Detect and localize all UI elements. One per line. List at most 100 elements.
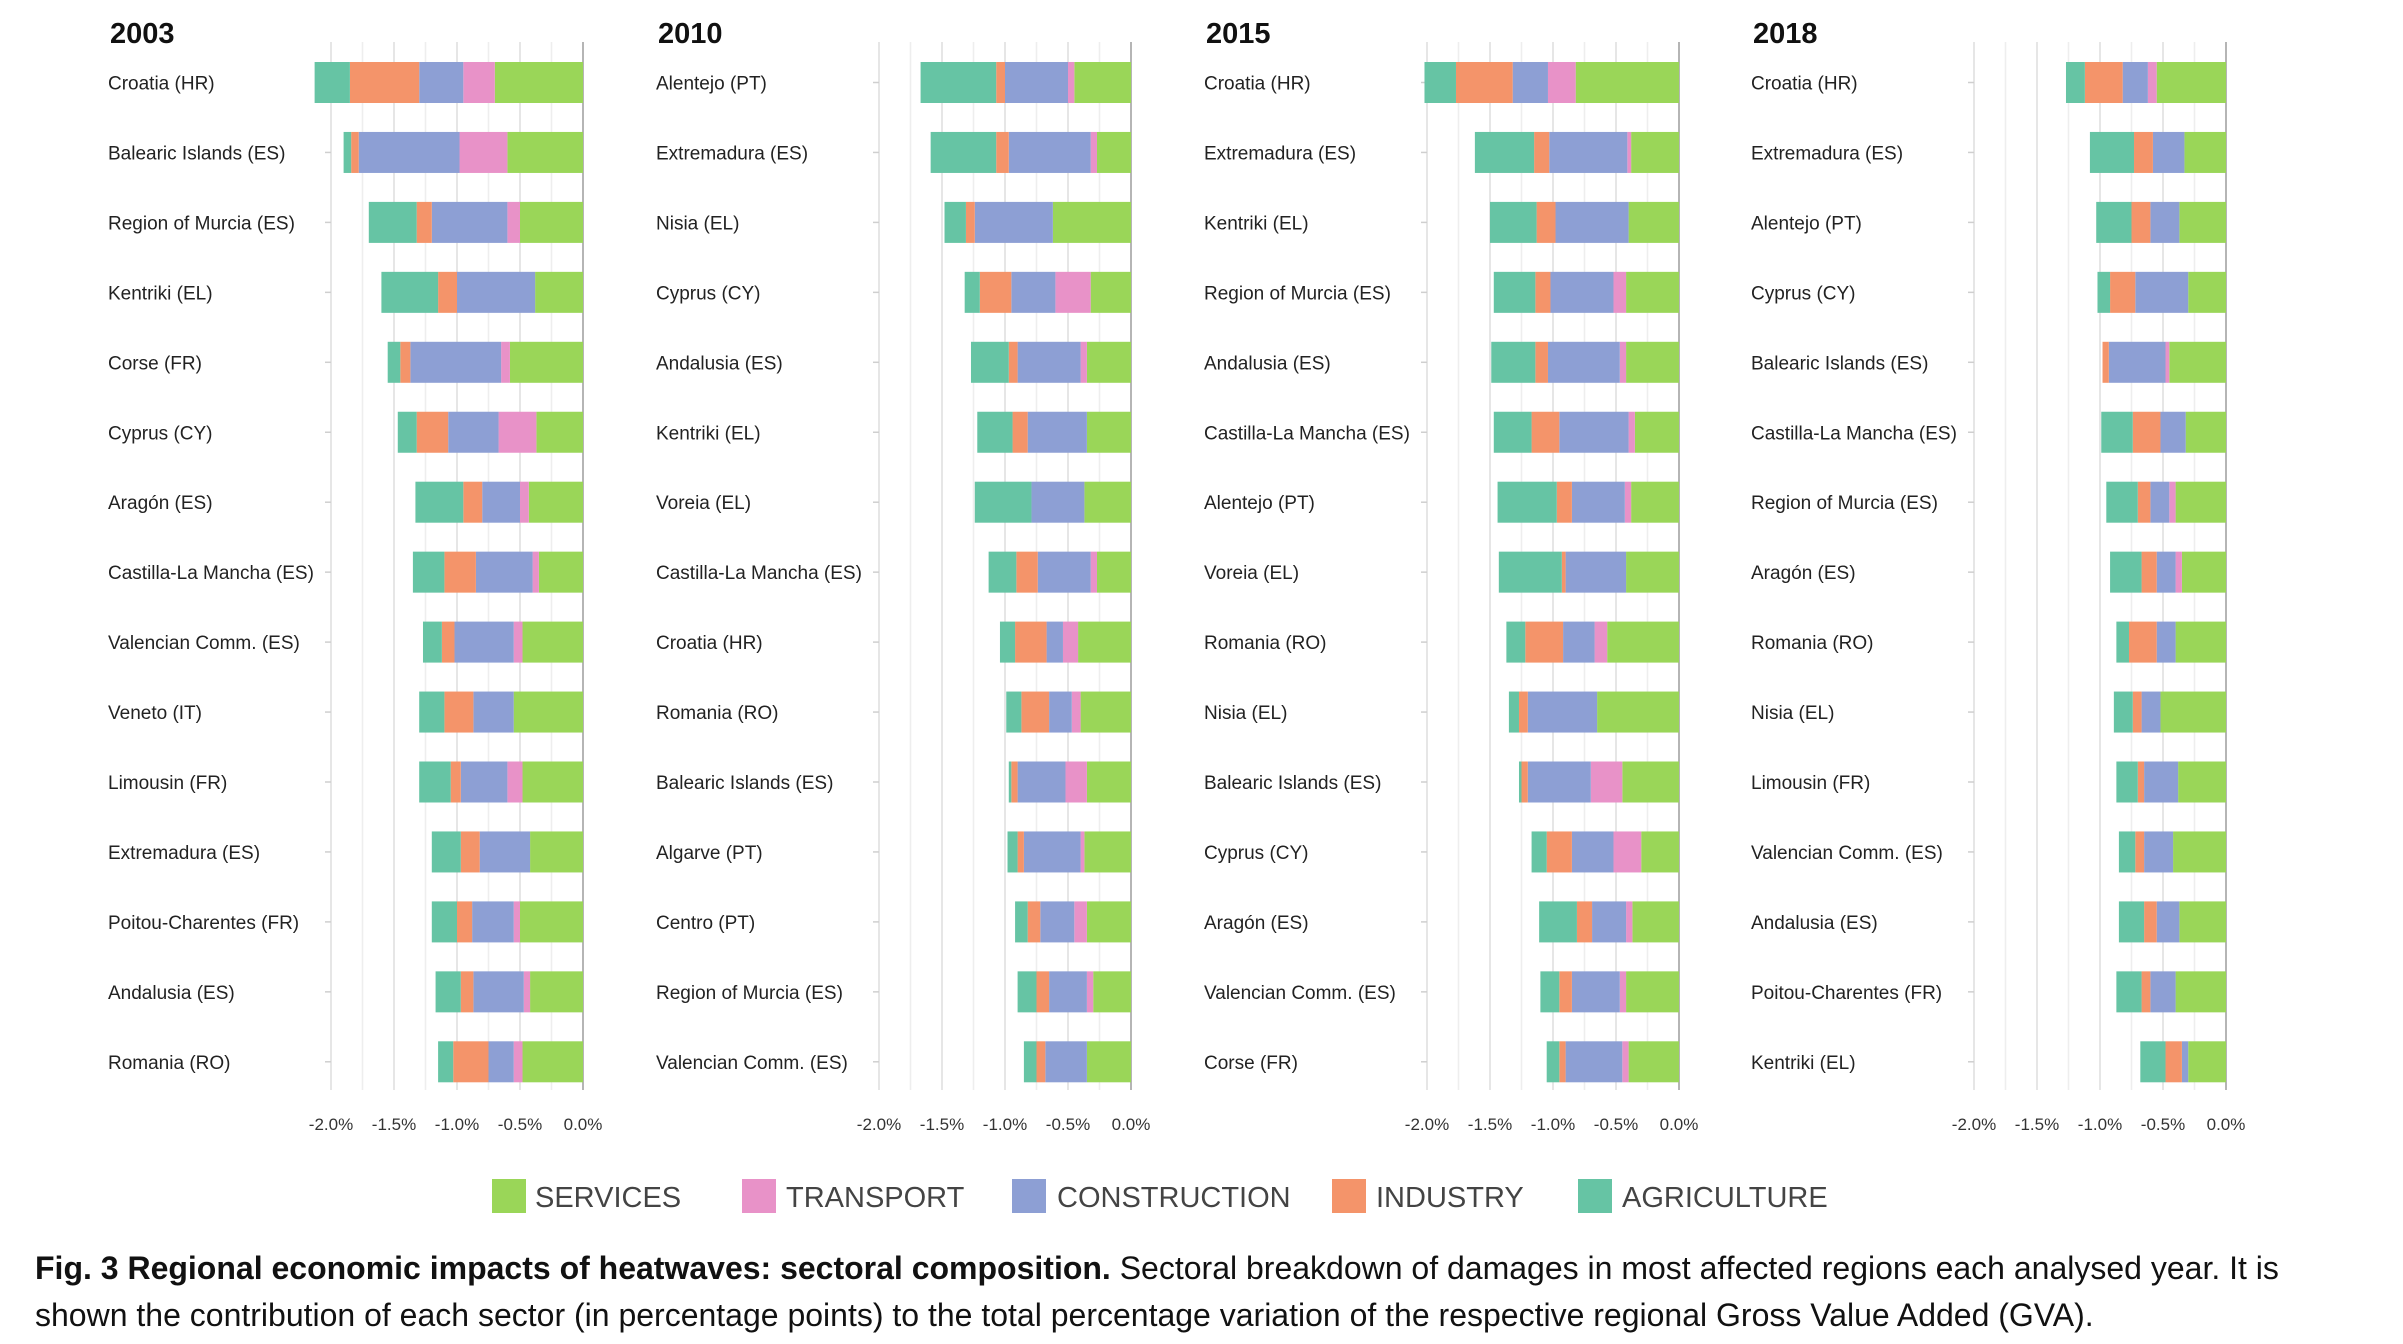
panel-2010-kentriki-el-services-segment: [1086, 411, 1131, 453]
panel-2003-croatia-hr-services-segment: [494, 62, 583, 103]
panel-2003-andalusia-es-label: Andalusia (ES): [108, 983, 235, 1004]
panel-2010-nisia-el-label: Nisia (EL): [656, 213, 739, 234]
panel-2003-extremadura-es-label: Extremadura (ES): [108, 843, 260, 864]
panel-2003-kentriki-el-label: Kentriki (EL): [108, 283, 213, 304]
panel-2003-limousin-fr-label: Limousin (FR): [108, 773, 227, 794]
panel-2010-cyprus-cy-label: Cyprus (CY): [656, 283, 761, 304]
panel-2003-andalusia-es-transport-segment: [523, 971, 531, 1013]
panel-2010-cyprus-cy-industry-segment: [979, 271, 1012, 313]
panel-2018-arag-n-es-construction-segment: [2156, 551, 2176, 593]
panel-2003-corse-fr-construction-segment: [410, 341, 502, 383]
panel-2010-nisia-el-agriculture-segment: [944, 201, 966, 243]
panel-2003-veneto-it-construction-segment: [473, 691, 514, 733]
panel-2015-balearic-islands-es-agriculture-segment: [1518, 761, 1522, 803]
panel-2015-andalusia-es-agriculture-segment: [1491, 341, 1536, 383]
panel-2018-extremadura-es-industry-segment: [2134, 131, 2153, 173]
panel-2003-corse-fr-agriculture-segment: [387, 341, 401, 383]
panel-2018-romania-ro-label: Romania (RO): [1751, 633, 1873, 654]
panel-2010-extremadura-es-transport-segment: [1090, 131, 1097, 173]
panel-2010-x-tick-label: -1.0%: [983, 1115, 1027, 1134]
panel-2010-andalusia-es-agriculture-segment: [970, 341, 1009, 383]
panel-2018-nisia-el-services-segment: [2160, 691, 2226, 733]
panel-2003-kentriki-el-services-segment: [535, 271, 583, 313]
panel-2003-castilla-la-mancha-es-industry-segment: [444, 551, 476, 593]
panel-2018-limousin-fr-construction-segment: [2144, 761, 2179, 803]
panel-2010-voreia-el-services-segment: [1084, 481, 1131, 523]
panel-2018-poitou-charentes-fr-services-segment: [2175, 971, 2226, 1013]
panel-2010-castilla-la-mancha-es-agriculture-segment: [988, 551, 1017, 593]
panel-2018-arag-n-es-label: Aragón (ES): [1751, 563, 1856, 584]
legend-swatch-industry: [1332, 1179, 1366, 1213]
panel-2018-alentejo-pt-label: Alentejo (PT): [1751, 213, 1862, 234]
panel-2010-alentejo-pt-services-segment: [1074, 62, 1131, 103]
panel-2018-croatia-hr-industry-segment: [2084, 62, 2123, 103]
panel-2015-valencian-comm-es-industry-segment: [1559, 971, 1572, 1013]
panel-2003-valencian-comm-es-transport-segment: [513, 621, 523, 663]
panel-2018-poitou-charentes-fr-label: Poitou-Charentes (FR): [1751, 983, 1942, 1004]
panel-2003-limousin-fr-construction-segment: [460, 761, 508, 803]
panel-2003-arag-n-es-agriculture-segment: [415, 481, 464, 523]
panel-2010-algarve-pt-construction-segment: [1023, 831, 1081, 873]
legend-label-services: SERVICES: [535, 1182, 681, 1214]
panel-2018-region-of-murcia-es-construction-segment: [2150, 481, 2170, 523]
panel-2018-balearic-islands-es-transport-segment: [2165, 341, 2170, 383]
panel-2015-andalusia-es-transport-segment: [1619, 341, 1627, 383]
panel-2018-valencian-comm-es-services-segment: [2173, 831, 2226, 873]
panel-2018-croatia-hr-agriculture-segment: [2065, 62, 2085, 103]
panel-2015-castilla-la-mancha-es-transport-segment: [1628, 411, 1635, 453]
panel-2003-valencian-comm-es-industry-segment: [441, 621, 455, 663]
panel-2003-corse-fr-label: Corse (FR): [108, 353, 202, 374]
panel-2018-kentriki-el-services-segment: [2188, 1041, 2226, 1083]
panel-2003-valencian-comm-es-construction-segment: [454, 621, 514, 663]
panel-2018-andalusia-es-industry-segment: [2144, 901, 2157, 943]
panel-2003-cyprus-cy-label: Cyprus (CY): [108, 423, 213, 444]
panel-2015-cyprus-cy-agriculture-segment: [1531, 831, 1547, 873]
panel-2003-extremadura-es-services-segment: [530, 831, 583, 873]
panel-2015-extremadura-es-transport-segment: [1627, 131, 1632, 173]
panel-2010-romania-ro-transport-segment: [1071, 691, 1081, 733]
panel-2018-nisia-el-industry-segment: [2132, 691, 2142, 733]
panel-2003-romania-ro-label: Romania (RO): [108, 1053, 230, 1074]
panel-2003-castilla-la-mancha-es-construction-segment: [475, 551, 533, 593]
panel-2003-andalusia-es-agriculture-segment: [435, 971, 461, 1013]
panel-2015-nisia-el-industry-segment: [1518, 691, 1528, 733]
panel-2018-valencian-comm-es-label: Valencian Comm. (ES): [1751, 843, 1943, 864]
panel-2003-extremadura-es-industry-segment: [460, 831, 480, 873]
panel-2010-kentriki-el-label: Kentriki (EL): [656, 423, 761, 444]
panel-2018-cyprus-cy-construction-segment: [2135, 271, 2189, 313]
panel-2018-nisia-el-construction-segment: [2141, 691, 2161, 733]
panel-2015-kentriki-el-agriculture-segment: [1490, 201, 1537, 243]
panel-2010-croatia-hr-construction-segment: [1046, 621, 1063, 663]
panel-2018-extremadura-es-label: Extremadura (ES): [1751, 143, 1903, 164]
panel-2010-castilla-la-mancha-es-services-segment: [1096, 551, 1131, 593]
legend-swatch-transport: [742, 1179, 776, 1213]
panel-2003-castilla-la-mancha-es-services-segment: [538, 551, 583, 593]
panel-2015-extremadura-es-construction-segment: [1549, 131, 1628, 173]
panel-2015-region-of-murcia-es-services-segment: [1626, 271, 1679, 313]
panel-2015-castilla-la-mancha-es-agriculture-segment: [1493, 411, 1532, 453]
panel-2010-extremadura-es-label: Extremadura (ES): [656, 143, 808, 164]
panel-2003-poitou-charentes-fr-transport-segment: [513, 901, 520, 943]
panel-2003-romania-ro-construction-segment: [488, 1041, 514, 1083]
panel-2018-region-of-murcia-es-services-segment: [2175, 481, 2226, 523]
panel-2015-romania-ro-services-segment: [1607, 621, 1679, 663]
panel-2015-corse-fr-construction-segment: [1565, 1041, 1623, 1083]
panel-2010-andalusia-es-construction-segment: [1017, 341, 1081, 383]
panel-2010-voreia-el-construction-segment: [1031, 481, 1085, 523]
panel-2003-croatia-hr-industry-segment: [349, 62, 420, 103]
panel-2003-castilla-la-mancha-es-label: Castilla-La Mancha (ES): [108, 563, 314, 584]
panel-2010-nisia-el-industry-segment: [965, 201, 975, 243]
panel-2018-title: 2018: [1753, 18, 1818, 50]
panel-2010-region-of-murcia-es-label: Region of Murcia (ES): [656, 983, 843, 1004]
figure-caption: Fig. 3 Regional economic impacts of heat…: [35, 1245, 2375, 1339]
panel-2015-balearic-islands-es-transport-segment: [1590, 761, 1623, 803]
panel-2003-veneto-it-label: Veneto (IT): [108, 703, 202, 724]
panel-2010-kentriki-el-agriculture-segment: [977, 411, 1013, 453]
panel-2010-balearic-islands-es-industry-segment: [1011, 761, 1018, 803]
panel-2015-castilla-la-mancha-es-industry-segment: [1531, 411, 1560, 453]
panel-2010-balearic-islands-es-agriculture-segment: [1008, 761, 1012, 803]
panel-2003-romania-ro-services-segment: [522, 1041, 583, 1083]
panel-2010-balearic-islands-es-transport-segment: [1065, 761, 1087, 803]
panel-2015-croatia-hr-agriculture-segment: [1424, 62, 1456, 103]
panel-2018-croatia-hr-transport-segment: [2147, 62, 2157, 103]
